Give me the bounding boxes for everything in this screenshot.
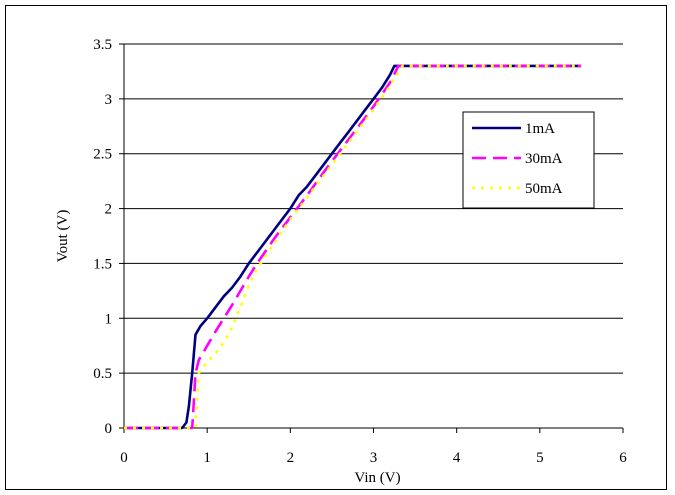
legend: 1mA 30mA 50mA [462,111,595,209]
y-tick-label: 3 [105,92,113,108]
x-tick-label: 3 [370,450,378,466]
x-tick-label: 6 [619,450,627,466]
y-tick-label: 1.5 [93,256,112,272]
y-tick-label: 3.5 [93,37,112,53]
legend-label: 1mA [525,121,555,137]
series-line-1mA [124,64,582,430]
series-lines [124,64,582,430]
chart-frame [5,5,667,490]
y-tick-label: 2.5 [93,147,112,163]
y-tick-label: 0 [105,421,113,437]
x-tick-label: 0 [120,450,128,466]
x-tick-label: 1 [203,450,211,466]
y-tick-label: 1 [105,311,113,327]
x-tick-label: 4 [453,450,461,466]
y-tick-label: 0.5 [93,366,112,382]
tick-labels: 0 0.5 1 1.5 2 2.5 3 3.5 0 1 2 3 4 5 6 [93,37,627,466]
y-tick-label: 2 [105,202,113,218]
legend-label: 30mA [525,151,563,167]
x-tick-label: 5 [536,450,544,466]
series-line-50mA [124,64,582,430]
x-axis-label: Vin (V) [354,470,400,486]
legend-label: 50mA [525,181,563,197]
axes [123,44,623,429]
y-axis-label: Vout (V) [55,210,71,263]
series-line-30mA [124,64,582,430]
x-tick-label: 2 [287,450,295,466]
grid-lines [124,43,623,374]
